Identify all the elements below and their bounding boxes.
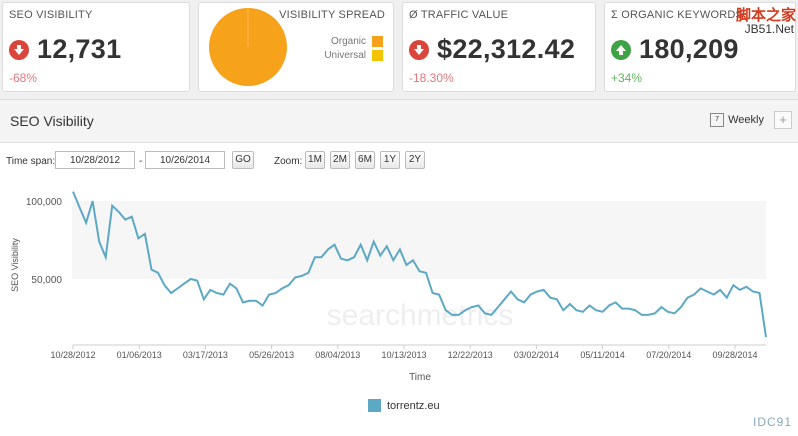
go-button[interactable]: GO <box>232 151 254 169</box>
legend-universal-label: Universal <box>324 50 366 61</box>
zoom-6m-button[interactable]: 6M <box>355 151 375 169</box>
date-to-input[interactable]: 10/26/2014 <box>145 151 225 169</box>
y-tick-label: 100,000 <box>26 197 63 208</box>
y-tick-label: 50,000 <box>31 275 62 286</box>
interval-label: Weekly <box>728 114 764 126</box>
arrow-down-icon <box>9 39 29 60</box>
visibility-spread-title: VISIBILITY SPREAD <box>279 9 385 21</box>
watermark-text: 脚本之家 <box>735 7 796 24</box>
x-tick-label: 05/11/2014 <box>580 350 624 360</box>
organic-keywords-change: +34% <box>611 71 643 85</box>
visibility-spread-card: VISIBILITY SPREAD Organic Universal <box>198 2 394 92</box>
timespan-label: Time span: <box>6 156 56 167</box>
x-tick-label: 12/22/2013 <box>448 350 493 360</box>
zoom-label: Zoom: <box>274 156 303 167</box>
date-dash: - <box>139 156 143 167</box>
x-tick-label: 03/02/2014 <box>514 350 559 360</box>
arrow-down-icon <box>409 39 429 60</box>
organic-keywords-value: 180,209 <box>639 34 739 64</box>
watermark-bottom: IDC91 <box>752 415 792 429</box>
traffic-value-value: $22,312.42 <box>437 34 576 64</box>
plot-band <box>72 201 766 279</box>
x-tick-label: 07/20/2014 <box>646 350 691 360</box>
traffic-value-title: Ø TRAFFIC VALUE <box>409 9 509 21</box>
traffic-value-change: -18.30% <box>409 71 454 85</box>
zoom-2y-button[interactable]: 2Y <box>405 151 425 169</box>
organic-keywords-title: Σ ORGANIC KEYWORDS <box>611 9 744 21</box>
x-axis-label: Time <box>409 372 431 383</box>
seo-visibility-title: SEO VISIBILITY <box>9 9 93 21</box>
legend-organic-swatch <box>372 36 383 47</box>
x-tick-label: 05/26/2013 <box>249 350 294 360</box>
seo-visibility-change: -68% <box>9 71 38 85</box>
traffic-value-card: Ø TRAFFIC VALUE $22,312.42 -18.30% <box>402 2 596 92</box>
chart-legend[interactable]: torrentz.eu <box>368 399 440 412</box>
chart-watermark: searchmetrics <box>327 299 514 332</box>
x-tick-label: 03/17/2013 <box>183 350 228 360</box>
seo-visibility-value: 12,731 <box>37 34 122 64</box>
organic-keywords-card: Σ ORGANIC KEYWORDS 180,209 +34% <box>604 2 796 92</box>
zoom-2m-button[interactable]: 2M <box>330 151 350 169</box>
panel-title: SEO Visibility <box>10 113 94 129</box>
seo-visibility-chart: searchmetrics 100,000 50,000 10/28/2012 01… <box>10 191 767 383</box>
x-tick-label: 08/04/2013 <box>315 350 360 360</box>
visibility-spread-pie <box>209 8 287 86</box>
date-from-input[interactable]: 10/28/2012 <box>55 151 135 169</box>
x-tick-label: 01/06/2013 <box>117 350 162 360</box>
seo-visibility-card: SEO VISIBILITY 12,731 -68% <box>2 2 190 92</box>
panel-header: SEO Visibility 7 Weekly + <box>0 100 798 143</box>
arrow-up-icon <box>611 39 631 60</box>
legend-series-label: torrentz.eu <box>387 399 440 412</box>
watermark-subtext: JB51.Net <box>744 22 794 36</box>
chart-controls: Time span: 10/28/2012 - 10/26/2014 GO Zo… <box>0 151 798 173</box>
calendar-icon: 7 <box>710 113 725 127</box>
y-axis-label: SEO Visibility <box>10 238 20 292</box>
add-button[interactable]: + <box>774 111 792 129</box>
x-tick-label: 10/28/2012 <box>50 350 95 360</box>
legend-universal-swatch <box>372 50 383 61</box>
interval-selector[interactable]: 7 Weekly <box>710 113 764 127</box>
x-tick-label: 09/28/2014 <box>712 350 757 360</box>
zoom-1y-button[interactable]: 1Y <box>380 151 400 169</box>
zoom-1m-button[interactable]: 1M <box>305 151 325 169</box>
x-tick-label: 10/13/2013 <box>381 350 426 360</box>
legend-organic-label: Organic <box>330 36 366 47</box>
series-line-torrentz <box>72 191 767 338</box>
legend-series-swatch <box>368 399 381 412</box>
